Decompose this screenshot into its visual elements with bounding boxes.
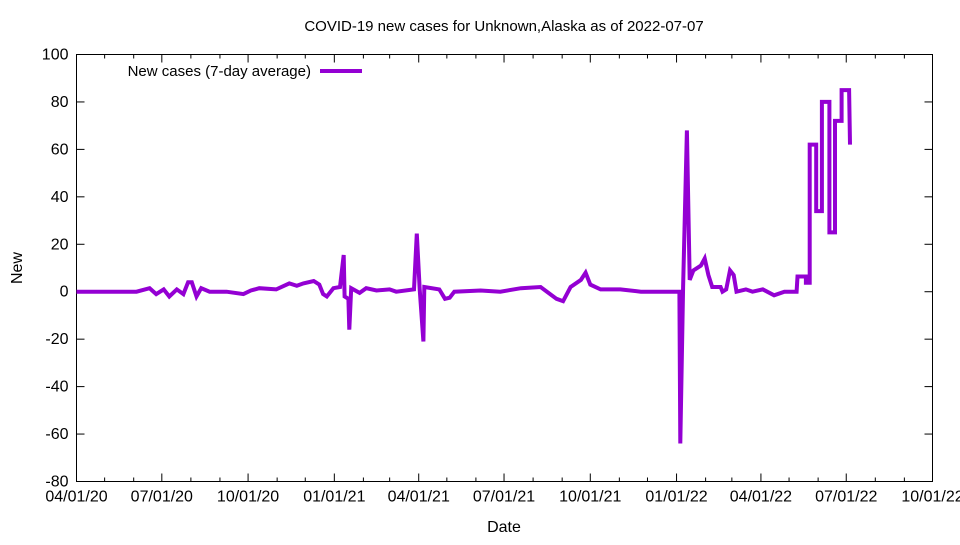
y-tick-label: -20 [45, 331, 68, 348]
y-tick-label: -60 [45, 426, 68, 443]
series-line [76, 88, 852, 444]
plot-border [76, 54, 933, 482]
x-tick-label: 04/01/21 [388, 489, 450, 506]
x-tick-label: 01/01/22 [645, 489, 707, 506]
x-tick-label: 07/01/20 [131, 489, 193, 506]
y-tick-label: -40 [45, 379, 68, 396]
x-tick-label: 07/01/21 [473, 489, 535, 506]
legend: New cases (7-day average) [128, 63, 362, 80]
y-tick-label: -80 [45, 474, 68, 491]
y-tick-label: 0 [60, 284, 69, 301]
x-tick-label: 10/01/20 [217, 489, 279, 506]
x-tick-label: 01/01/21 [303, 489, 365, 506]
x-tick-label: 10/01/21 [559, 489, 621, 506]
legend-label: New cases (7-day average) [128, 63, 311, 80]
y-tick-label: 40 [51, 189, 69, 206]
x-tick-label: 04/01/22 [730, 489, 792, 506]
x-tick-label: 10/01/22 [901, 489, 960, 506]
y-tick-label: 100 [42, 47, 69, 64]
series-layer [76, 88, 852, 444]
axes: -80 -60 -40 -20 0 20 40 60 80 100 04/01/20 07/01/20… [42, 47, 960, 506]
y-axis-label: New [9, 252, 26, 284]
y-tick-label: 60 [51, 141, 69, 158]
x-axis-label: Date [487, 519, 521, 536]
x-tick-label: 07/01/22 [815, 489, 877, 506]
y-tick-label: 20 [51, 236, 69, 253]
y-tick-label: 80 [51, 94, 69, 111]
chart-title: COVID-19 new cases for Unknown,Alaska as… [304, 18, 703, 35]
x-tick-label: 04/01/20 [45, 489, 107, 506]
